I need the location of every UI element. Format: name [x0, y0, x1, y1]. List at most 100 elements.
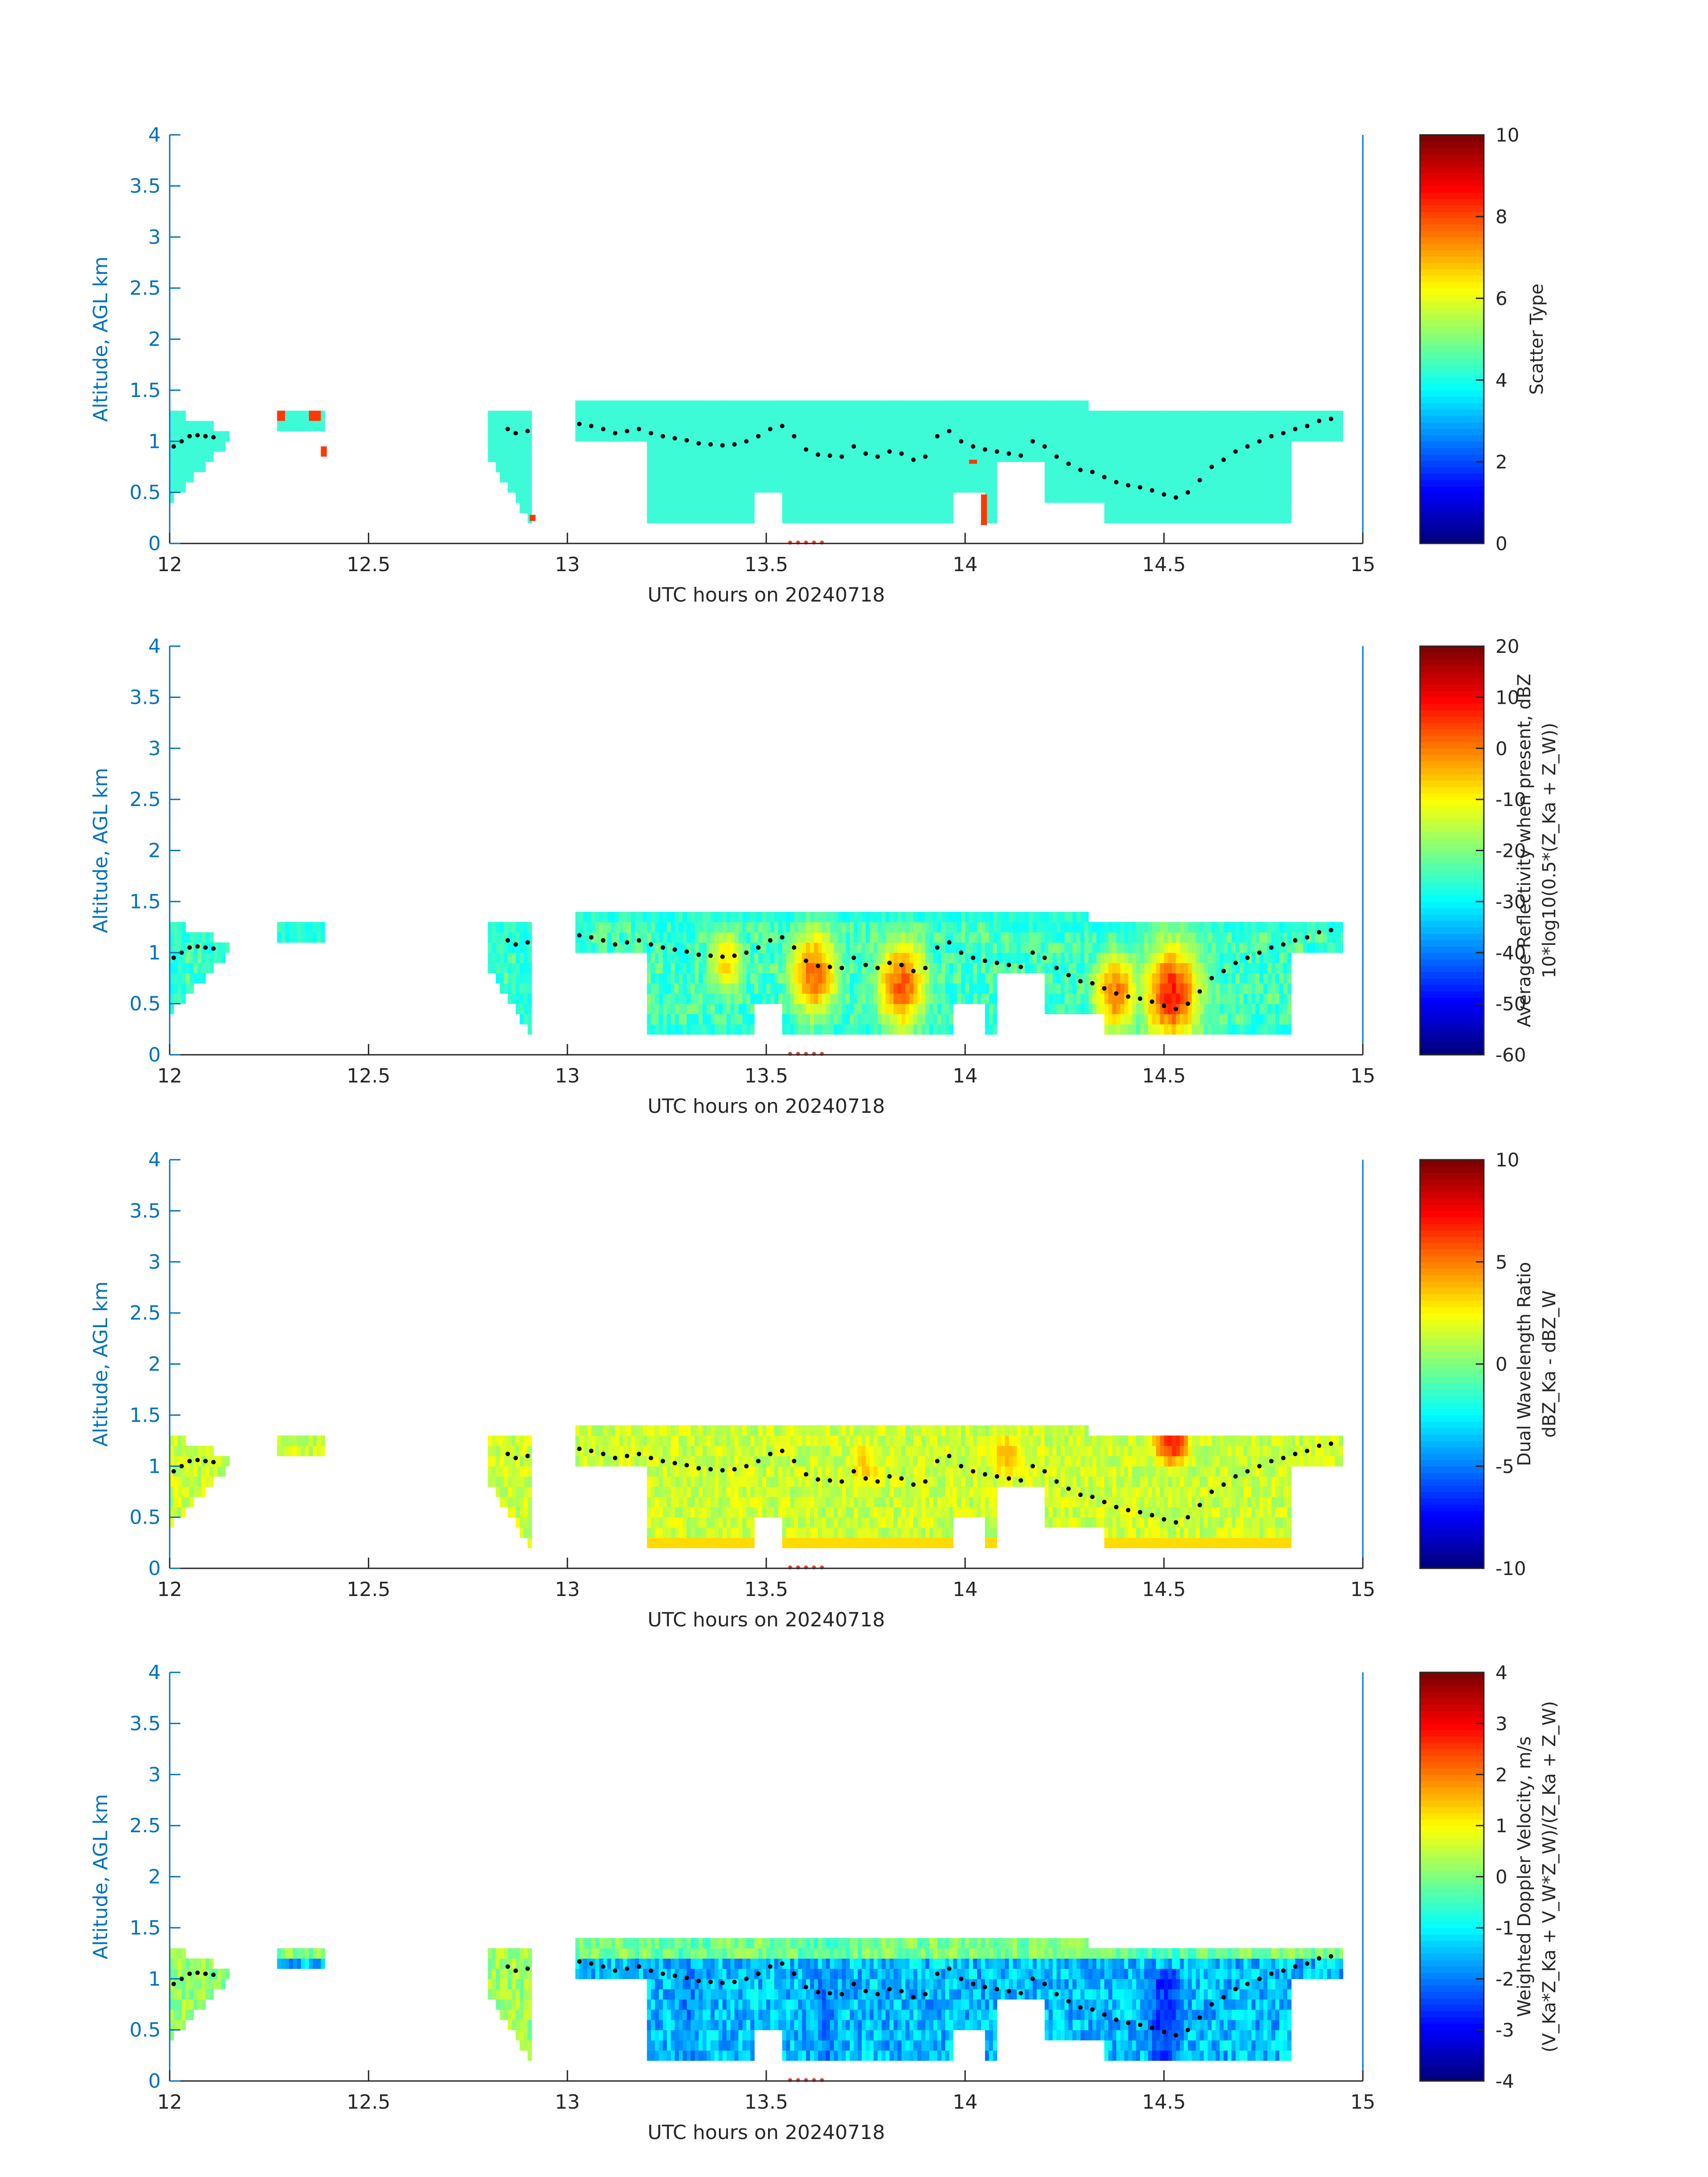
profile-dot [1233, 449, 1238, 454]
heatmap-cell [806, 451, 810, 462]
profile-dot [827, 453, 832, 458]
heatmap-cell [1172, 421, 1176, 431]
heatmap-cell [722, 1527, 727, 1538]
heatmap-cell [889, 1003, 894, 1015]
heatmap-cell [706, 421, 711, 431]
heatmap-cell [1148, 492, 1153, 503]
colorbar-swatch [1420, 723, 1484, 730]
heatmap-cell [929, 953, 934, 963]
heatmap-cell [830, 932, 835, 943]
heatmap-cell [1076, 1003, 1081, 1015]
heatmap-cell [894, 482, 898, 493]
heatmap-cell [619, 922, 623, 933]
colorbar-swatch [1420, 652, 1484, 660]
heatmap-cell [929, 983, 934, 994]
heatmap-cell [1211, 963, 1216, 974]
heatmap-cell [698, 441, 703, 452]
heatmap-cell [897, 1003, 902, 1015]
heatmap-cell [1140, 502, 1144, 513]
heatmap-cell [1219, 451, 1224, 462]
heatmap-cell [170, 1487, 174, 1497]
heatmap-cell [810, 932, 814, 943]
heatmap-cell [1116, 410, 1121, 422]
heatmap-cell [671, 451, 675, 462]
heatmap-cell [1211, 993, 1216, 1004]
heatmap-cell [965, 410, 969, 422]
heatmap-cell [1172, 451, 1176, 462]
heatmap-cell [587, 431, 592, 442]
heatmap-cell [830, 942, 835, 953]
heatmap-cell [575, 922, 580, 933]
heatmap-cell [997, 421, 1002, 431]
heatmap-cell [826, 502, 831, 513]
heatmap-cell [1140, 932, 1144, 943]
heatmap-cell [1156, 953, 1161, 963]
heatmap-cell [1283, 922, 1288, 933]
heatmap-cell [500, 441, 504, 452]
heatmap-cell [846, 922, 850, 933]
heatmap-cell [905, 502, 910, 513]
heatmap-cell [981, 431, 986, 442]
heatmap-cell [961, 911, 965, 923]
heatmap-cell [861, 932, 866, 943]
heatmap-cell [698, 1024, 703, 1035]
heatmap-cell [1224, 1024, 1228, 1035]
heatmap-cell [1192, 922, 1196, 933]
heatmap-cell [722, 911, 727, 923]
heatmap-cell [1279, 482, 1284, 493]
heatmap-cell [714, 1527, 719, 1538]
heatmap-cell [989, 492, 994, 503]
heatmap-cell [778, 472, 783, 483]
heatmap-cell [599, 1425, 604, 1436]
heatmap-cell [746, 410, 751, 422]
heatmap-cell [682, 492, 687, 503]
heatmap-cell [623, 400, 627, 411]
heatmap-cell [941, 502, 946, 513]
heatmap-cell [197, 953, 202, 963]
heatmap-cell [790, 513, 794, 523]
heatmap-cell [201, 441, 206, 452]
heatmap-cell [734, 462, 739, 472]
heatmap-cell [949, 922, 954, 933]
heatmap-cell [488, 1435, 493, 1446]
heatmap-cell [504, 1496, 508, 1508]
heatmap-cell [675, 513, 679, 523]
heatmap-cell [1136, 492, 1140, 503]
heatmap-cell [698, 942, 703, 953]
heatmap-cell [647, 451, 651, 462]
heatmap-cell [651, 1003, 656, 1015]
heatmap-cell [1228, 482, 1232, 493]
heatmap-cell [949, 932, 954, 943]
heatmap-cell [850, 1014, 854, 1024]
heatmap-cell [671, 973, 675, 984]
heatmap-cell [659, 410, 664, 422]
colorbar-swatch [1420, 467, 1484, 474]
colorbar-swatch [1420, 672, 1484, 679]
colorbar-swatch [1420, 799, 1484, 806]
heatmap-cell [694, 451, 699, 462]
heatmap-cell [1259, 1024, 1264, 1035]
heatmap-cell [961, 431, 965, 442]
heatmap-cell [698, 502, 703, 513]
heatmap-cell [706, 953, 711, 963]
profile-dot [720, 443, 725, 448]
heatmap-cell [818, 472, 823, 483]
heatmap-cell [885, 911, 890, 923]
heatmap-cell [1164, 482, 1169, 493]
heatmap-cell [694, 983, 699, 994]
heatmap-cell [1271, 502, 1276, 513]
heatmap-cell [663, 1507, 667, 1518]
heatmap-cell [861, 922, 866, 933]
heatmap-cell [714, 993, 719, 1004]
heatmap-cell [1052, 421, 1057, 431]
heatmap-cell [778, 963, 783, 974]
heatmap-cell [941, 513, 946, 523]
heatmap-cell [675, 400, 679, 411]
heatmap-cell [1032, 932, 1037, 943]
heatmap-cell [1152, 482, 1157, 493]
profile-dot [1317, 418, 1322, 423]
heatmap-cell [1219, 410, 1224, 422]
heatmap-cell [941, 482, 946, 493]
heatmap-cell [734, 502, 739, 513]
heatmap-cell [675, 1476, 679, 1487]
